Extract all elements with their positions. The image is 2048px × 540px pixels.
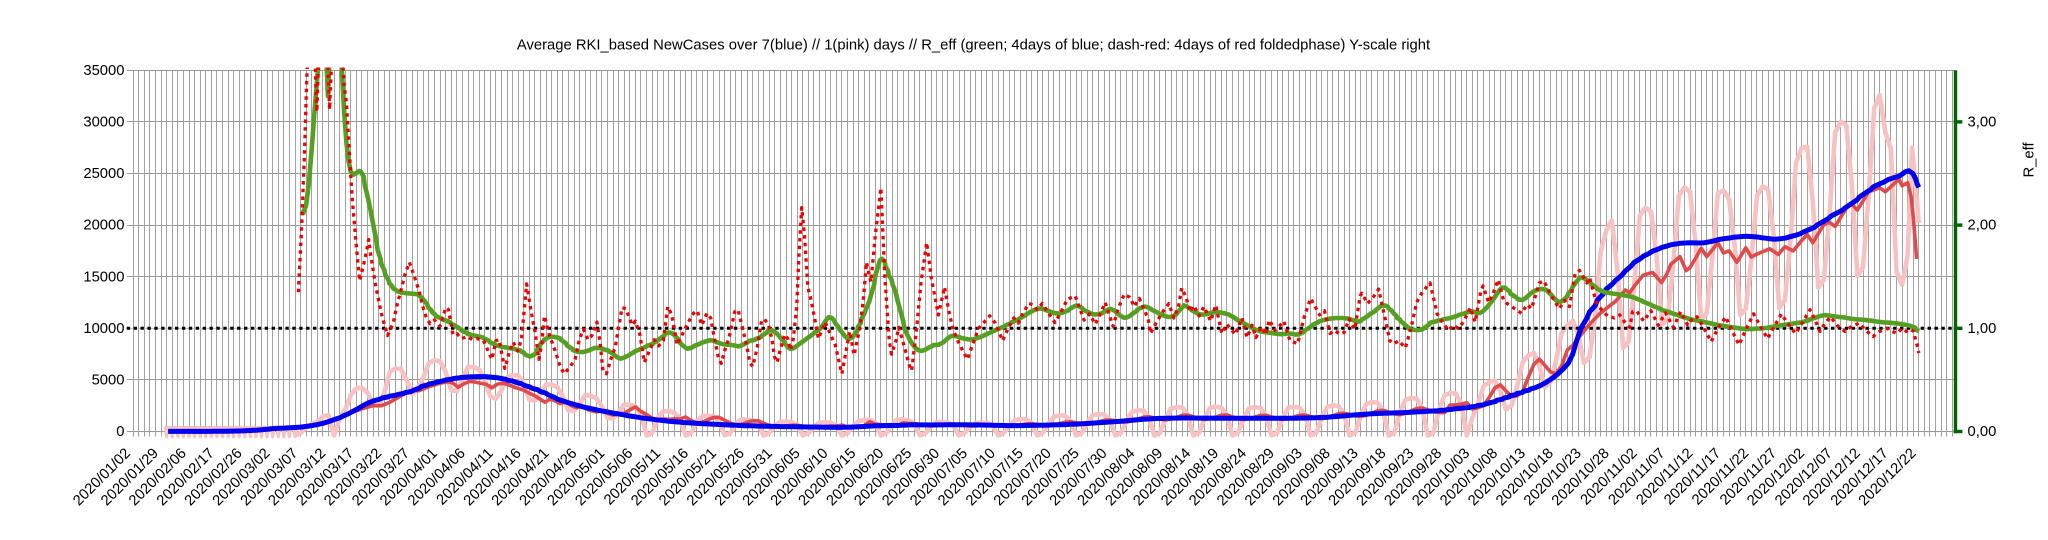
svg-text:5000: 5000: [92, 373, 125, 389]
svg-text:Average RKI_based NewCases ove: Average RKI_based NewCases over 7(blue) …: [517, 38, 1430, 54]
svg-text:3,00: 3,00: [1968, 115, 1997, 131]
svg-text:0: 0: [116, 424, 124, 440]
svg-text:30000: 30000: [83, 115, 124, 131]
svg-text:35000: 35000: [83, 63, 124, 79]
svg-text:20000: 20000: [83, 218, 124, 234]
svg-text:2,00: 2,00: [1968, 218, 1997, 234]
svg-text:15000: 15000: [83, 269, 124, 285]
svg-text:10000: 10000: [83, 321, 124, 337]
svg-text:R_eff: R_eff: [2022, 142, 2038, 178]
svg-text:0,00: 0,00: [1968, 424, 1997, 440]
svg-text:25000: 25000: [83, 166, 124, 182]
svg-text:1,00: 1,00: [1968, 321, 1997, 337]
